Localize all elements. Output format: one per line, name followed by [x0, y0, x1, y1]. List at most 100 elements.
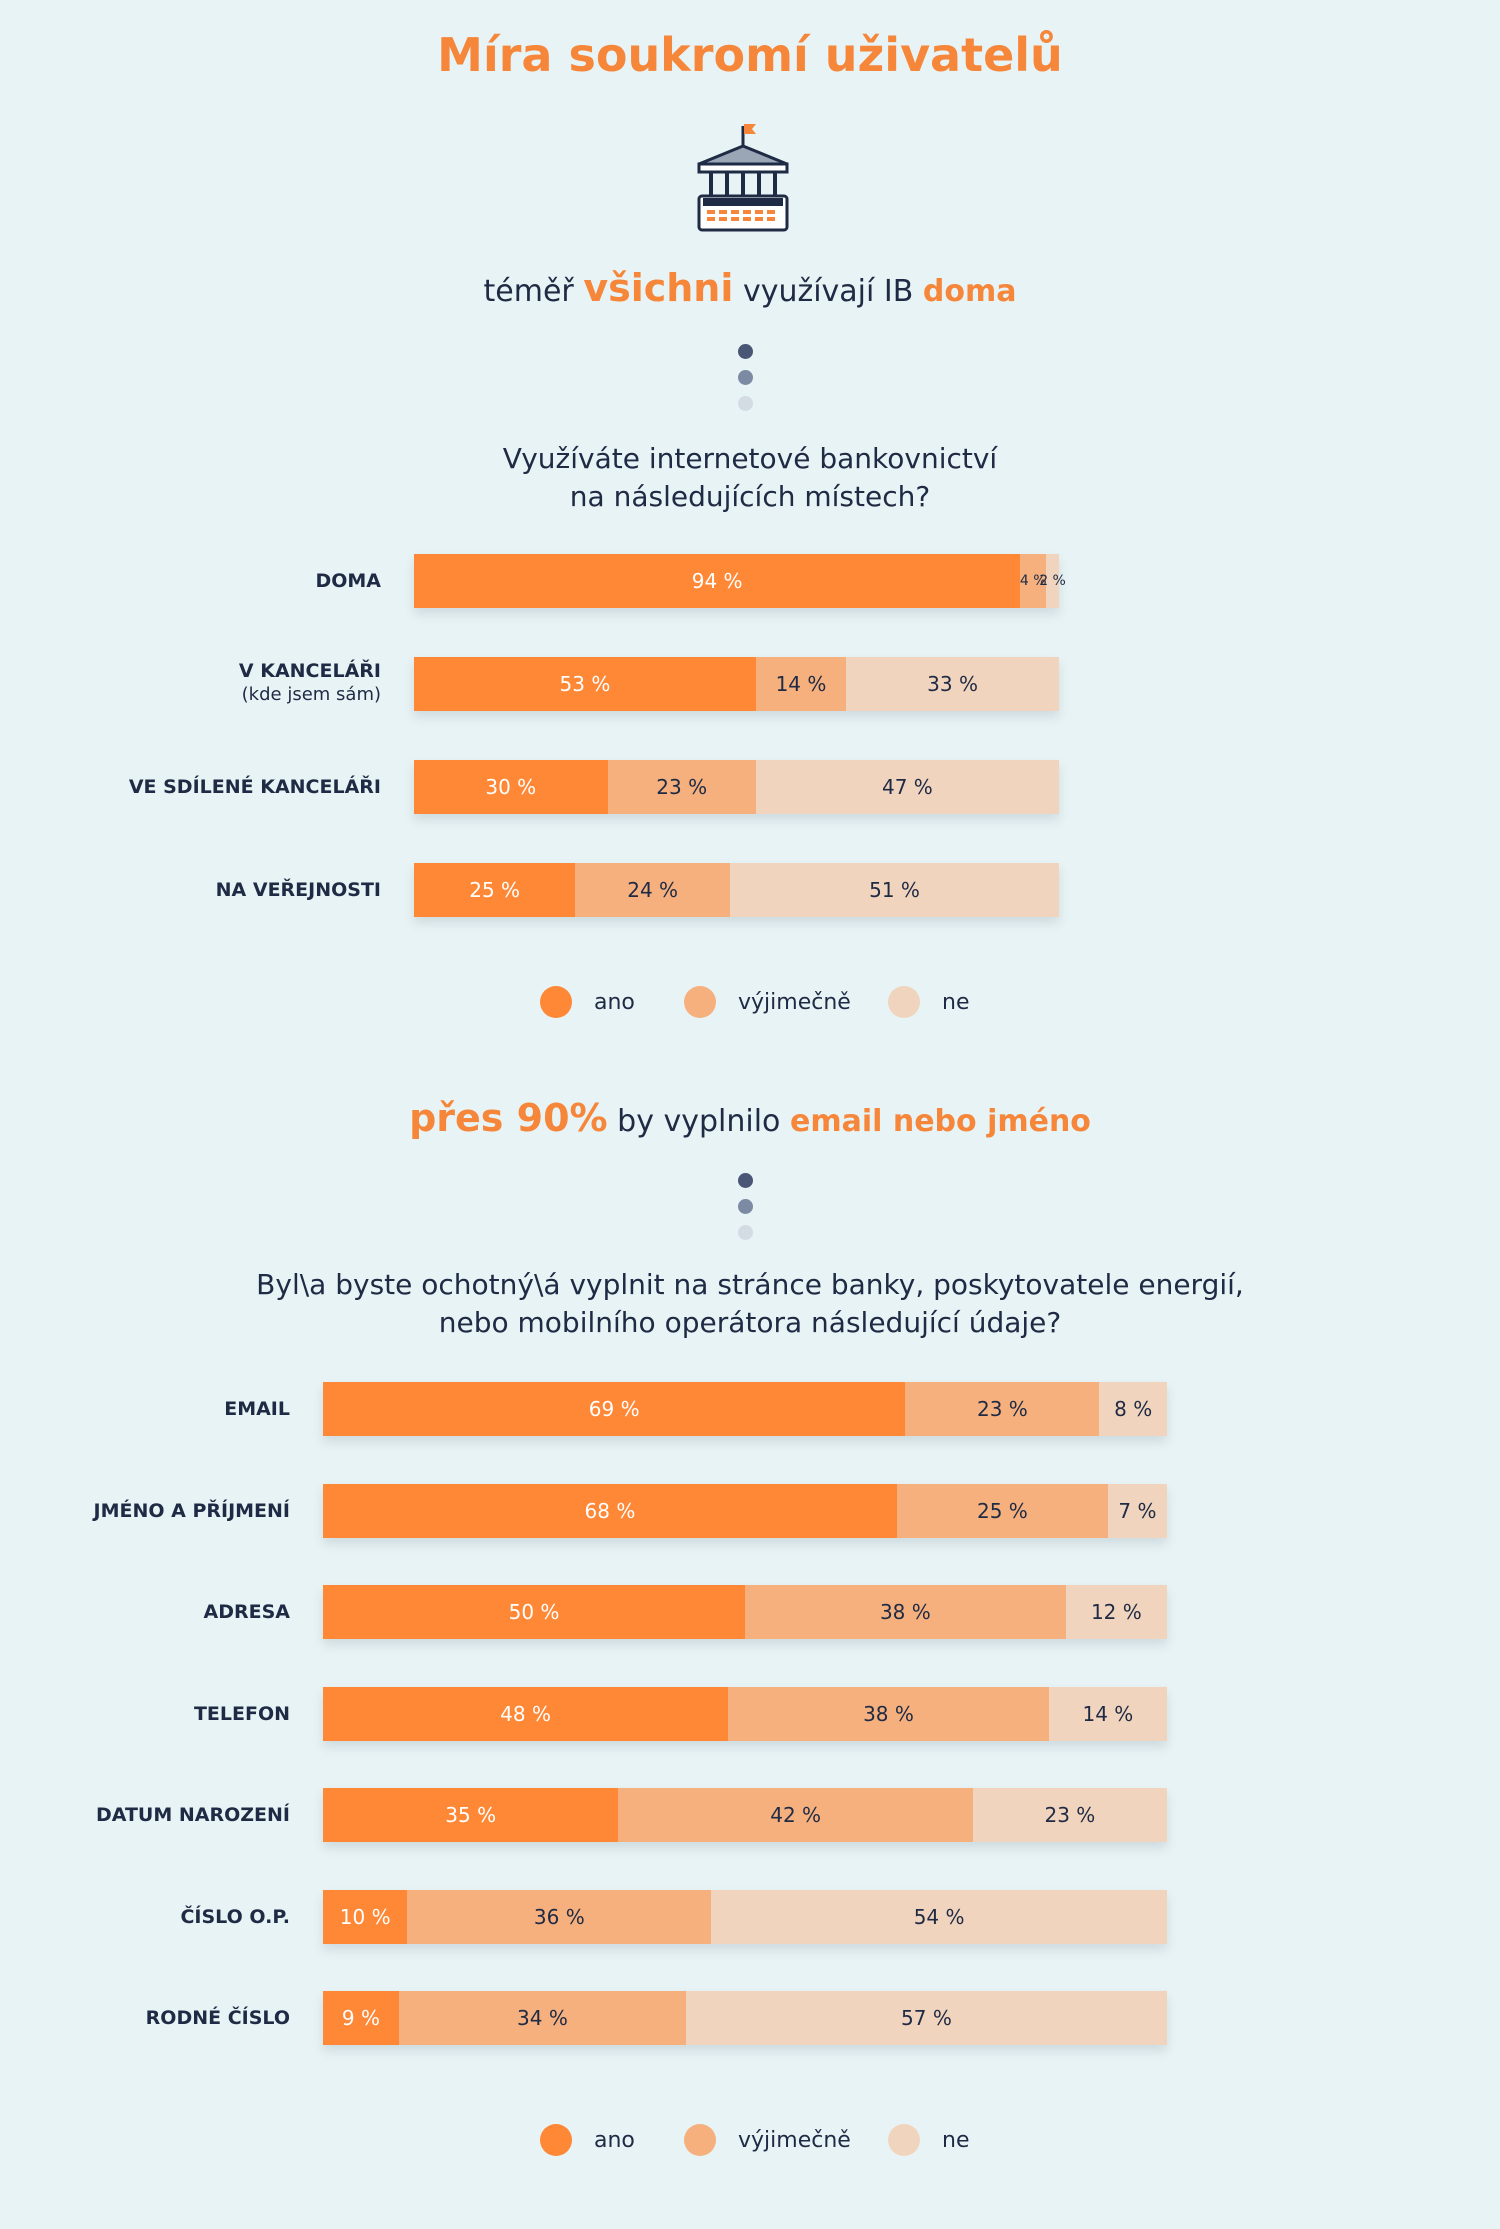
bar-segment-vyjimecne: 14 % — [755, 657, 847, 711]
row-label-text: TELEFON — [193, 1702, 290, 1725]
bar-segment-vyjimecne: 25 % — [896, 1483, 1108, 1538]
headline-pre: téměř — [483, 274, 574, 309]
bar-segment-ne: 54 % — [711, 1889, 1167, 1944]
bar-segment-vyjimecne: 23 % — [905, 1382, 1100, 1436]
bar-value-label: 38 % — [879, 1600, 931, 1624]
stacked-bar: 94 % 4 % 2 % — [414, 554, 1066, 608]
legend-label: výjimečně — [738, 989, 851, 1015]
headline-highlight-doma: doma — [922, 274, 1017, 309]
bar-segment-ano: 35 % — [323, 1788, 619, 1842]
bar-segment-ano: 9 % — [323, 1991, 399, 2045]
bar-segment-ano: 53 % — [414, 657, 756, 711]
bar-value-label: 33 % — [927, 672, 978, 696]
bar-segment-ne: 12 % — [1065, 1585, 1167, 1639]
legend-item: ne — [888, 986, 969, 1018]
legend-label: ne — [942, 2127, 970, 2153]
bar-value-label: 69 % — [588, 1397, 640, 1421]
bar-segment-vyjimecne: 34 % — [398, 1991, 686, 2045]
bar-segment-ne: 23 % — [972, 1788, 1167, 1842]
bar-segment-vyjimecne: 23 % — [607, 760, 756, 814]
legend-item: ne — [888, 2124, 969, 2156]
bar-segment-ano: 50 % — [323, 1585, 745, 1639]
divider-dot — [738, 344, 753, 359]
headline-mid: využívají IB — [742, 274, 914, 309]
question-line: Využíváte internetové bankovnictví — [502, 442, 998, 475]
bar-value-label: 34 % — [517, 2006, 568, 2030]
row-label-subtitle: (kde jsem sám) — [241, 684, 381, 705]
bar-segment-ano: 68 % — [323, 1483, 897, 1538]
bar-value-label: 42 % — [770, 1803, 822, 1827]
bar-segment-vyjimecne: 4 % — [1019, 554, 1047, 608]
stacked-bar: 69 % 23 % 8 % — [323, 1382, 1167, 1436]
row-label-text: RODNÉ ČÍSLO — [145, 2007, 290, 2029]
bar-value-label: 25 % — [977, 1498, 1028, 1523]
section1-question: Využíváte internetové bankovnictví na ná… — [0, 440, 1500, 516]
legend-dot — [888, 2124, 920, 2156]
stacked-bar: 9 % 34 % 57 % — [323, 1991, 1167, 2045]
legend-item: výjimečně — [684, 2124, 851, 2156]
row-label: VE SDÍLENÉ KANCELÁŘI — [129, 775, 381, 799]
bar-segment-ne: 57 % — [685, 1991, 1167, 2045]
question-line: Byl\a byste ochotný\á vyplnit na stránce… — [256, 1268, 1244, 1301]
section2-question: Byl\a byste ochotný\á vyplnit na stránce… — [0, 1266, 1500, 1342]
row-label-text: JMÉNO A PŘÍJMENÍ — [93, 1499, 291, 1522]
bar-segment-ano: 48 % — [323, 1686, 729, 1741]
bar-value-label: 23 % — [656, 775, 708, 799]
legend-dot — [684, 986, 716, 1018]
bank-building-icon — [697, 124, 789, 232]
row-label: TELEFON — [194, 1702, 290, 1726]
row-label: RODNÉ ČÍSLO — [146, 2006, 290, 2030]
legend-item: ano — [540, 986, 635, 1018]
bar-segment-vyjimecne: 42 % — [618, 1788, 973, 1842]
row-label: DATUM NAROZENÍ — [96, 1803, 290, 1827]
bar-segment-ano: 25 % — [414, 863, 576, 917]
row-label-text: V KANCELÁŘI — [238, 660, 381, 682]
legend-section1: ano výjimečně ne — [0, 986, 1500, 1026]
row-label: ČÍSLO O.P. — [180, 1905, 290, 1929]
headline-highlight-pres-90: přes 90% — [409, 1096, 608, 1140]
bar-value-label: 4 % — [1019, 573, 1047, 589]
legend-label: výjimečně — [738, 2127, 851, 2153]
row-label-text: VE SDÍLENÉ KANCELÁŘI — [128, 776, 381, 798]
divider-dot — [738, 1199, 753, 1214]
bar-value-label: 2 % — [1039, 573, 1066, 589]
bar-value-label: 38 % — [863, 1701, 914, 1726]
divider-dot — [738, 370, 753, 385]
bar-segment-ne: 8 % — [1099, 1382, 1167, 1436]
bar-value-label: 50 % — [508, 1600, 560, 1624]
bar-value-label: 48 % — [500, 1701, 551, 1726]
bar-value-label: 94 % — [691, 569, 743, 593]
row-label: NA VEŘEJNOSTI — [216, 878, 381, 902]
stacked-bar: 50 % 38 % 12 % — [323, 1585, 1167, 1639]
bar-value-label: 24 % — [627, 878, 679, 902]
row-label-text: NA VEŘEJNOSTI — [215, 879, 381, 901]
bar-value-label: 54 % — [913, 1904, 965, 1929]
bar-segment-ano: 10 % — [323, 1889, 408, 1944]
bar-segment-ne: 14 % — [1048, 1686, 1167, 1741]
stacked-bar: 30 % 23 % 47 % — [414, 760, 1059, 814]
row-label-text: ADRESA — [203, 1601, 290, 1623]
bar-segment-vyjimecne: 24 % — [575, 863, 731, 917]
bar-value-label: 57 % — [901, 2006, 952, 2030]
bar-segment-ne: 33 % — [846, 657, 1059, 711]
headline-highlight-vsichni: všichni — [583, 266, 734, 310]
divider-dot — [738, 1173, 753, 1188]
stacked-bar: 25 % 24 % 51 % — [414, 863, 1059, 917]
section1-headline: téměř všichni využívají IB doma — [0, 266, 1500, 310]
bar-value-label: 14 % — [1082, 1701, 1134, 1726]
stacked-bar: 53 % 14 % 33 % — [414, 657, 1059, 711]
page-title: Míra soukromí uživatelů — [437, 28, 1063, 82]
row-label: JMÉNO A PŘÍJMENÍ — [94, 1499, 291, 1523]
legend-label: ano — [594, 2127, 635, 2153]
bar-segment-vyjimecne: 36 % — [407, 1889, 712, 1944]
row-label-text: DATUM NAROZENÍ — [95, 1804, 290, 1826]
stacked-bar: 48 % 38 % 14 % — [323, 1686, 1167, 1741]
legend-section2: ano výjimečně ne — [0, 2124, 1500, 2164]
bar-value-label: 51 % — [869, 878, 920, 902]
row-label: DOMA — [315, 569, 381, 593]
stacked-bar: 10 % 36 % 54 % — [323, 1889, 1167, 1944]
legend-label: ano — [594, 989, 635, 1015]
row-label-text: DOMA — [315, 570, 381, 592]
bar-segment-ne: 7 % — [1107, 1483, 1167, 1538]
row-label: V KANCELÁŘI (kde jsem sám) — [239, 659, 381, 707]
